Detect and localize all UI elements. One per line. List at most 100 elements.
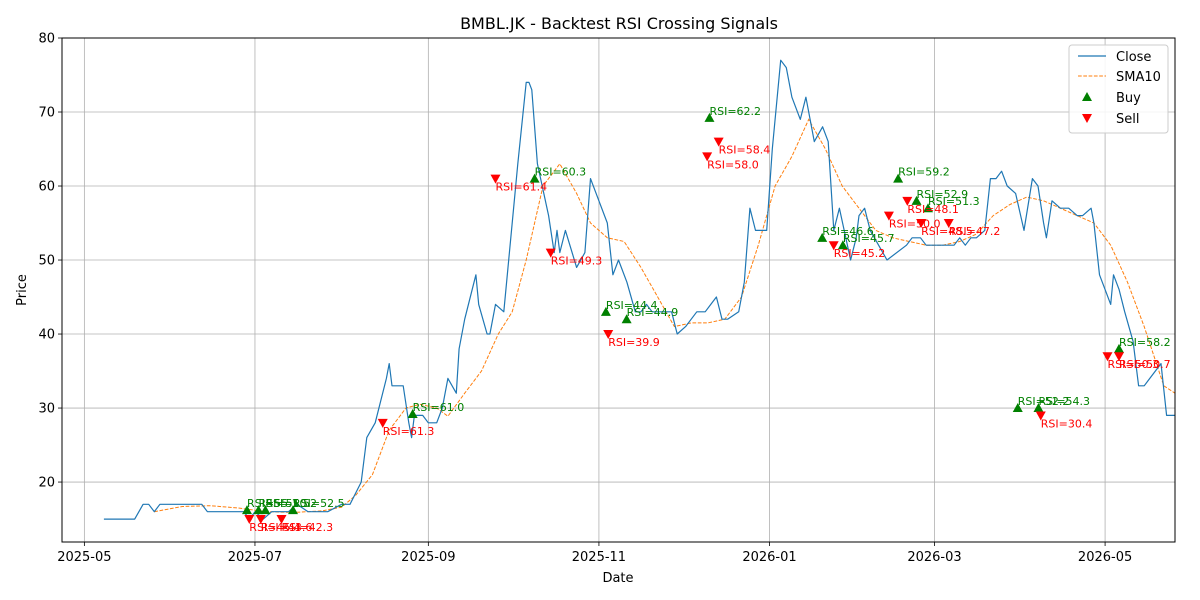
sell-rsi-label: RSI=58.4 <box>719 144 771 157</box>
sell-rsi-label: RSI=50.0 <box>889 218 941 231</box>
buy-rsi-label: RSI=52.2 <box>1018 395 1070 408</box>
sell-rsi-label: RSI=61.4 <box>495 181 547 194</box>
x-tick-label: 2026-01 <box>742 550 796 565</box>
buy-rsi-label: RSI=54.3 <box>1038 395 1090 408</box>
y-tick-label: 70 <box>38 106 55 121</box>
x-tick-label: 2026-05 <box>1078 550 1132 565</box>
sell-marker <box>545 248 556 258</box>
buy-rsi-label: RSI=44.9 <box>627 306 679 319</box>
x-axis-label: Date <box>602 571 633 586</box>
sell-rsi-label: RSI=48.1 <box>907 203 959 216</box>
buy-rsi-label: RSI=45.7 <box>843 232 895 245</box>
sell-marker <box>916 219 927 229</box>
sell-marker <box>276 515 287 525</box>
sell-marker <box>1035 411 1046 421</box>
sell-marker <box>902 196 913 206</box>
legend-sell-label: Sell <box>1116 112 1139 127</box>
buy-marker <box>837 240 848 250</box>
y-axis-ticks: 20 30 40 50 60 70 80 <box>38 32 62 491</box>
buy-marker <box>288 505 299 515</box>
sell-rsi-label: RSI=48.5 <box>921 225 973 238</box>
y-tick-label: 60 <box>38 180 55 195</box>
chart-title: BMBL.JK - Backtest RSI Crossing Signals <box>460 14 778 33</box>
buy-rsi-label: RSI=61.0 <box>413 401 465 414</box>
buy-rsi-label: RSI=52.5 <box>293 497 345 510</box>
legend-box <box>1068 44 1169 134</box>
buy-rsi-label: RSI=46.6 <box>822 225 874 238</box>
buy-rsi-label: RSI=55.1 <box>247 497 299 510</box>
sell-rsi-label: RSI=50.3 <box>1107 358 1159 371</box>
buy-marker <box>242 505 252 515</box>
buy-marker <box>407 408 418 418</box>
legend: Close SMA10 Buy Sell <box>1068 44 1169 134</box>
y-tick-label: 20 <box>38 476 55 491</box>
buy-marker <box>600 306 611 316</box>
y-tick-label: 50 <box>38 254 55 269</box>
sell-marker <box>828 241 839 251</box>
sell-marker <box>943 219 954 229</box>
buy-marker <box>911 195 922 205</box>
sell-marker <box>255 515 266 525</box>
buy-rsi-label: RSI=58.2 <box>1119 336 1171 349</box>
buy-marker <box>893 173 904 183</box>
x-tick-label: 2025-11 <box>572 550 626 565</box>
sell-marker <box>1102 352 1113 362</box>
sell-marker <box>490 174 501 184</box>
sell-rsi-label: RSI=30.4 <box>1041 417 1093 430</box>
plot-frame <box>61 37 1176 543</box>
x-tick-label: 2025-07 <box>228 550 282 565</box>
sell-rsi-label: RSI=49.3 <box>551 255 603 268</box>
sell-rsi-label: RSI=42.3 <box>282 521 334 534</box>
sell-rsi-label: RSI=39.9 <box>608 336 660 349</box>
sell-rsi-label: RSI=43.6 <box>261 521 313 534</box>
legend-close-label: Close <box>1116 50 1151 65</box>
buy-marker <box>260 505 271 515</box>
buy-rsi-label: RSI=60.3 <box>535 166 587 179</box>
sell-marker <box>883 211 894 221</box>
sell-rsi-label: RSI=45.2 <box>834 247 886 260</box>
sell-rsi-label: RSI=58.0 <box>707 158 759 171</box>
legend-buy-marker <box>1082 92 1092 101</box>
buy-marker <box>529 173 540 183</box>
x-tick-label: 2025-05 <box>57 550 111 565</box>
x-axis-ticks: 2025-05 2025-07 2025-09 2025-11 2026-01 2026-… <box>57 542 1132 565</box>
buy-rsi-label: RSI=50.2 <box>265 497 317 510</box>
sell-rsi-label: RSI=45.4 <box>249 521 301 534</box>
buy-marker <box>621 314 632 324</box>
buy-rsi-label: RSI=51.5 <box>259 497 311 510</box>
buy-rsi-label: RSI=59.2 <box>898 166 950 179</box>
buy-rsi-label: RSI=51.3 <box>928 195 980 208</box>
buy-marker <box>1033 403 1044 413</box>
x-tick-label: 2026-03 <box>907 550 961 565</box>
sell-marker <box>702 152 713 162</box>
sell-marker <box>377 418 388 428</box>
series-layer <box>103 59 1176 520</box>
buy-marker <box>1114 343 1124 353</box>
series-line-sma10 <box>154 118 1176 513</box>
sell-rsi-label: RSI=47.2 <box>949 225 1001 238</box>
y-tick-label: 30 <box>38 402 55 417</box>
buy-marker <box>704 112 715 122</box>
legend-buy-label: Buy <box>1116 91 1141 106</box>
buy-marker <box>253 505 264 515</box>
sell-rsi-label: RSI=61.3 <box>383 425 435 438</box>
buy-rsi-label: RSI=52.9 <box>917 188 969 201</box>
buy-rsi-label: RSI=44.4 <box>606 299 658 312</box>
buy-marker <box>923 203 934 213</box>
sell-marker <box>713 137 724 147</box>
y-tick-label: 80 <box>38 32 55 47</box>
y-tick-label: 40 <box>38 328 55 343</box>
legend-sma-label: SMA10 <box>1116 70 1161 85</box>
y-axis-label: Price <box>15 274 30 306</box>
sell-marker <box>244 515 255 525</box>
sell-marker <box>603 330 614 340</box>
series-line-close <box>103 59 1175 520</box>
sell-marker <box>1114 352 1124 362</box>
signal-markers <box>242 112 1124 525</box>
buy-marker <box>817 232 828 242</box>
buy-rsi-label: RSI=62.2 <box>709 105 761 118</box>
x-tick-label: 2025-09 <box>401 550 455 565</box>
